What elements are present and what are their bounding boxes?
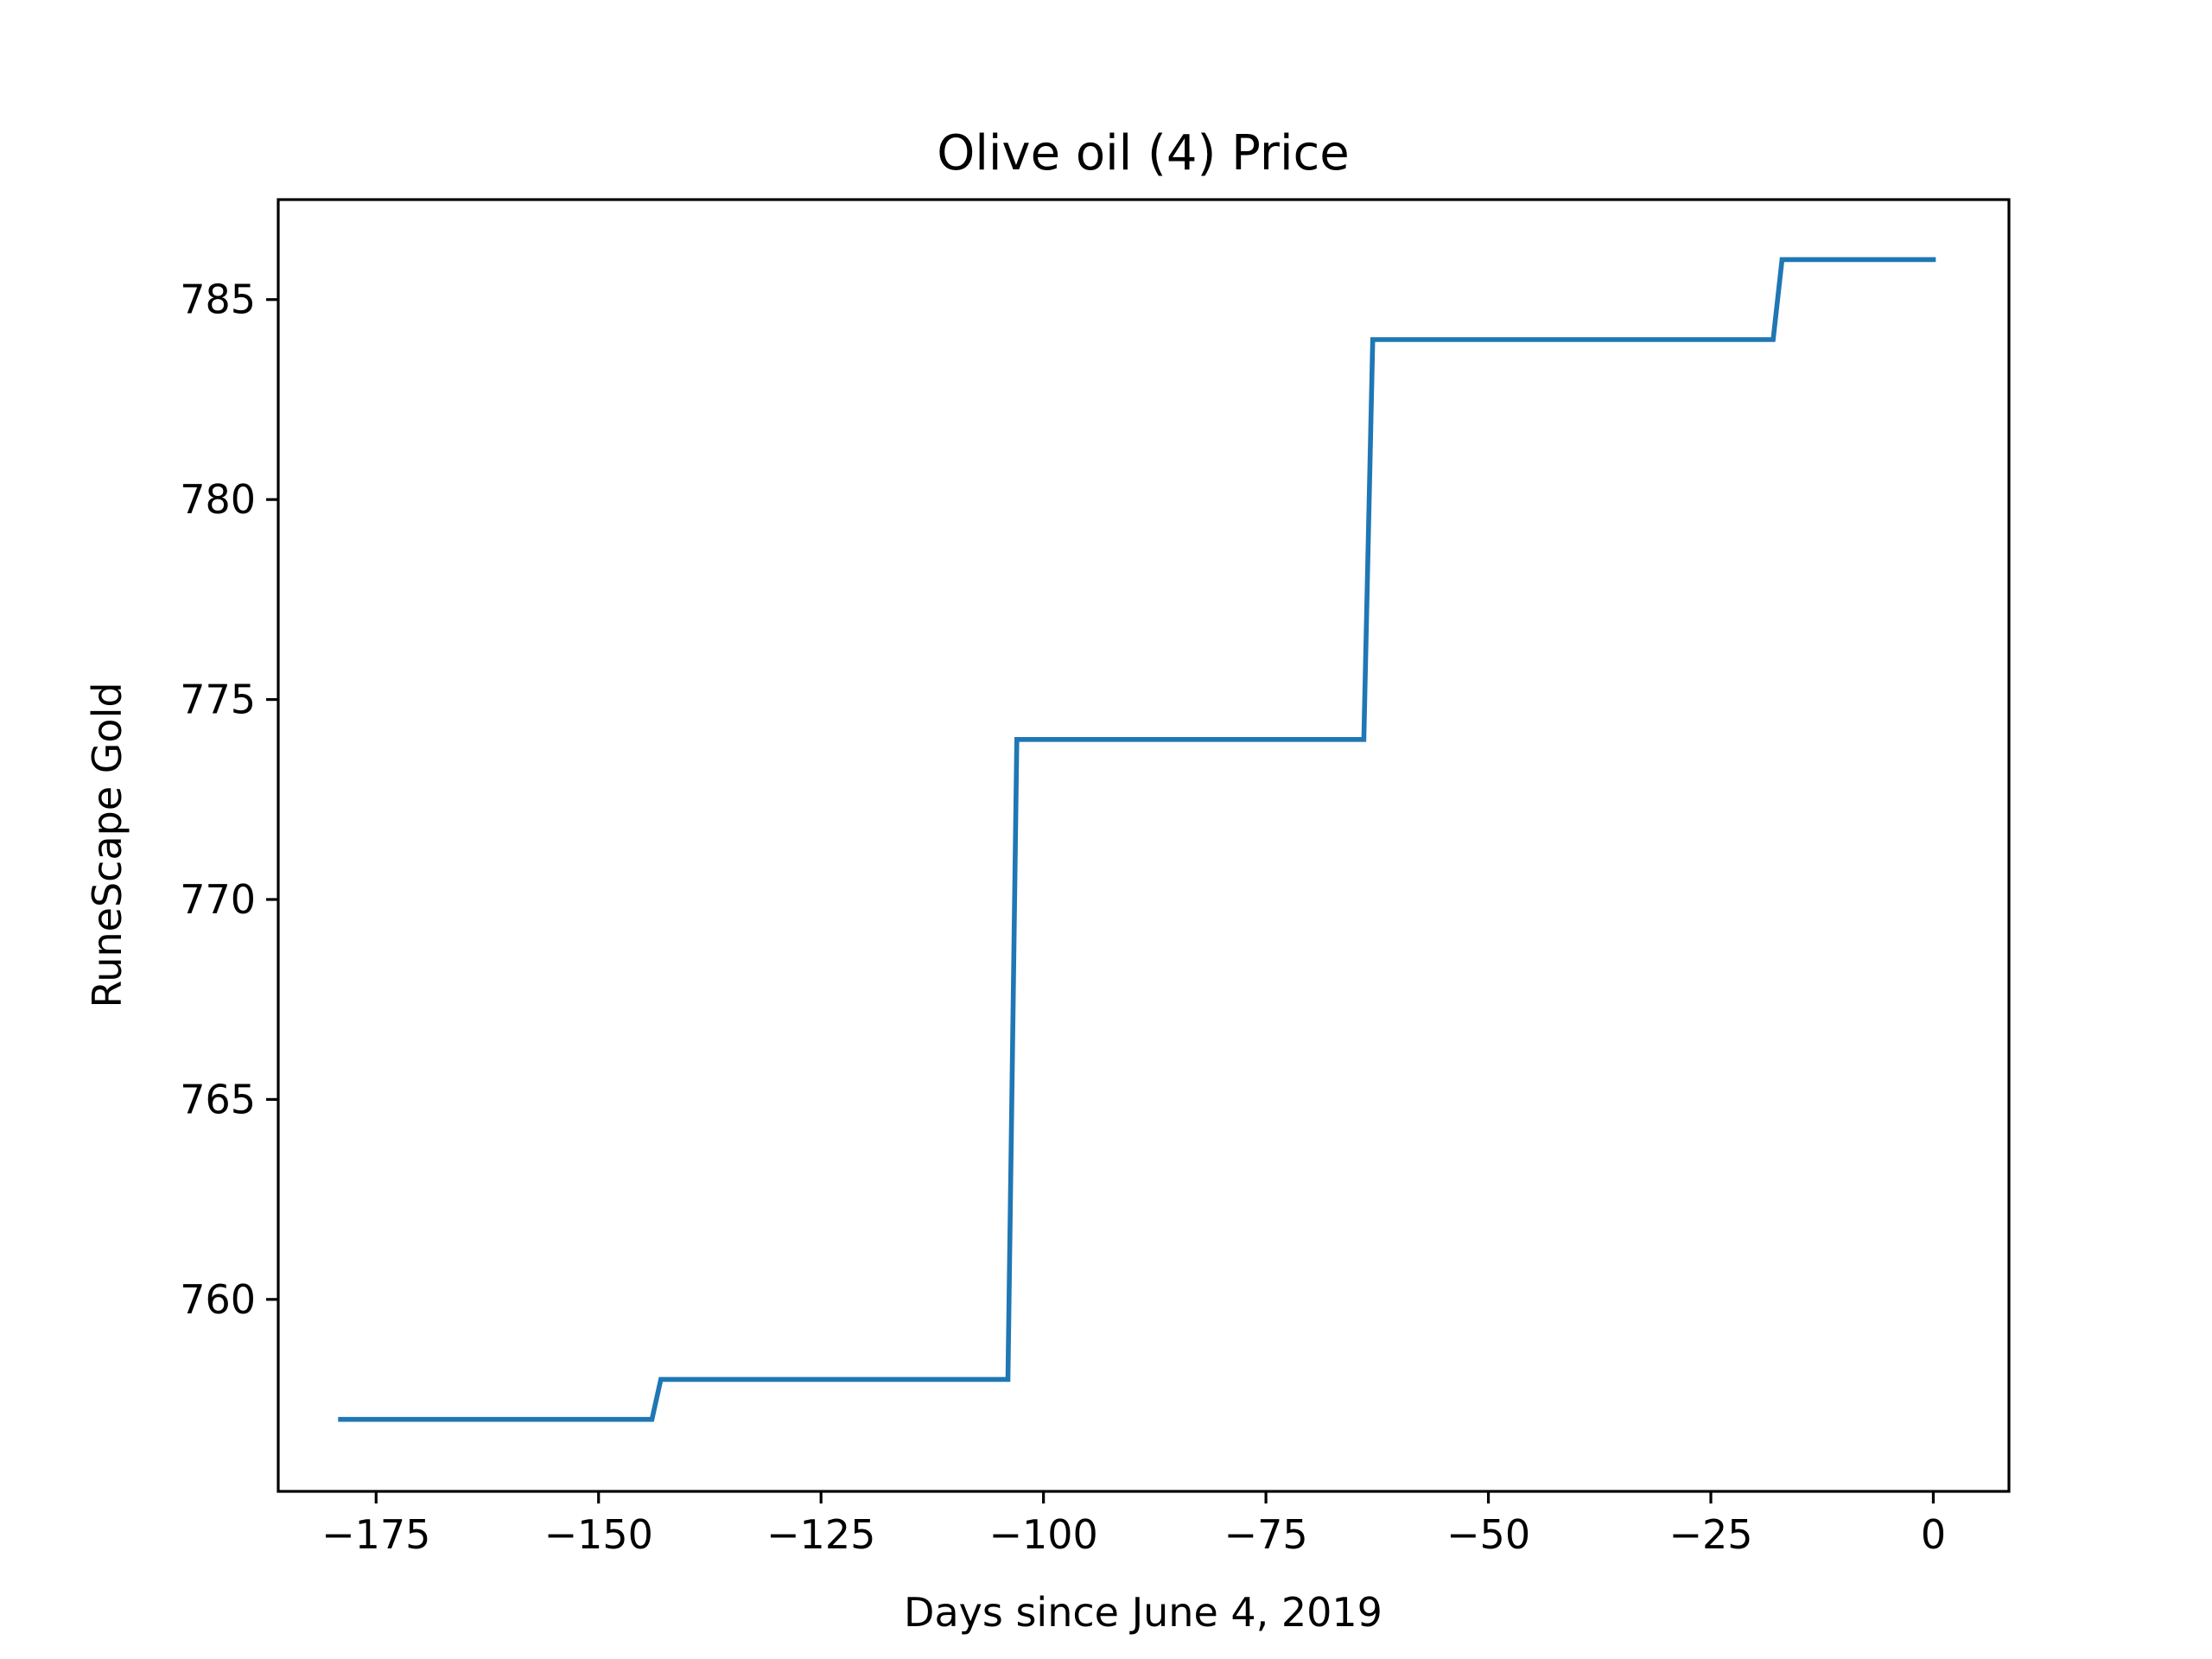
y-tick-label: 780 [180, 476, 256, 523]
series-line-0 [338, 257, 1936, 1422]
x-tick-label: −125 [766, 1511, 875, 1558]
y-tick-label: 760 [180, 1276, 256, 1323]
y-tick-label: 785 [180, 276, 256, 323]
x-axis: −175 −150 −125 −100 −75 −50 −25 0 [321, 1491, 1946, 1558]
x-tick-label: −50 [1446, 1511, 1530, 1558]
x-tick-label: 0 [1921, 1511, 1946, 1558]
y-tick-label: 770 [180, 876, 256, 923]
x-tick-label: −150 [544, 1511, 653, 1558]
y-tick-label: 775 [180, 677, 256, 723]
x-tick-label: −175 [321, 1511, 430, 1558]
y-axis: 760 765 770 775 780 785 [180, 276, 278, 1323]
plot-frame [276, 198, 2011, 1493]
x-axis-label: Days since June 4, 2019 [904, 1589, 1382, 1636]
y-tick-label: 765 [180, 1076, 256, 1122]
y-axis-label: RuneScape Gold [84, 682, 130, 1007]
plot-area [338, 257, 1936, 1422]
chart-title: Olive oil (4) Price [937, 125, 1350, 181]
x-tick-label: −25 [1669, 1511, 1752, 1558]
x-tick-label: −75 [1224, 1511, 1308, 1558]
x-tick-label: −100 [988, 1511, 1097, 1558]
